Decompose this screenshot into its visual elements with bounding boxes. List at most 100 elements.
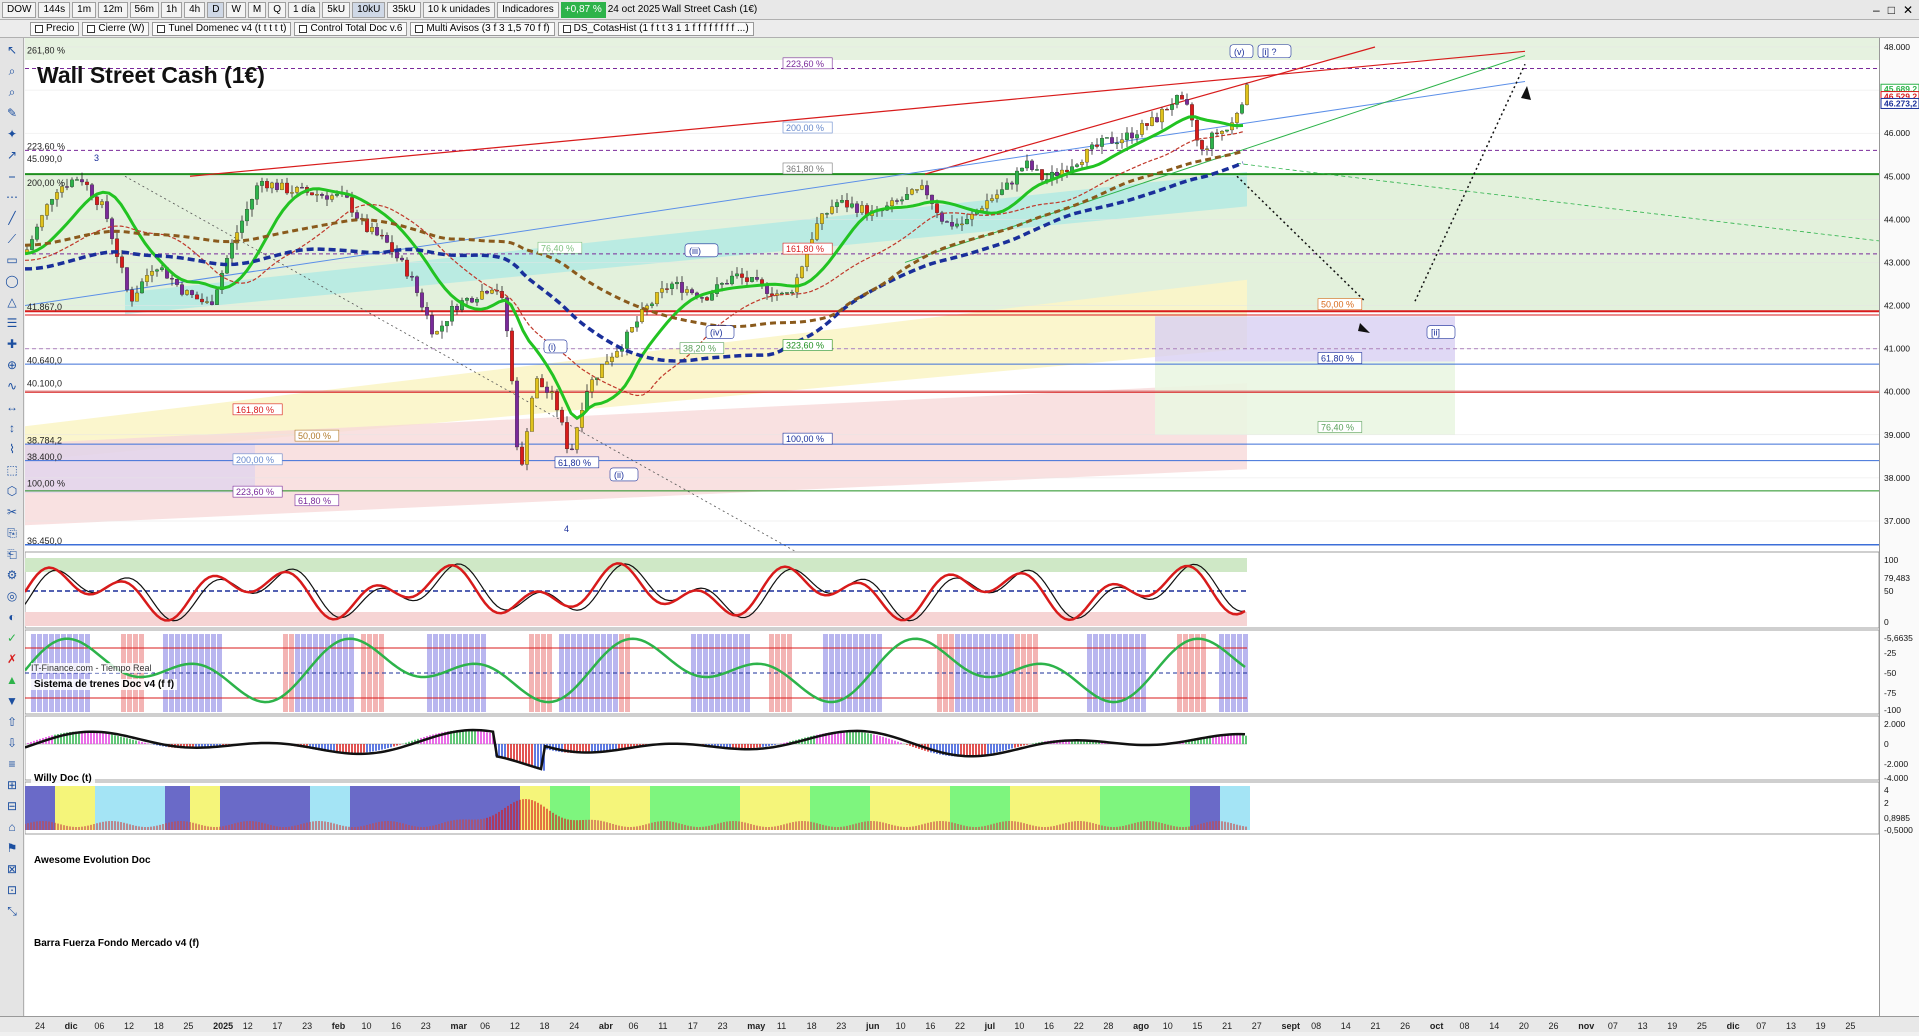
drawing-tool-icon[interactable]: △ [7,295,17,309]
candle-body [230,242,234,259]
time-axis[interactable]: 24 dic 06 12 18 25 2025 12 17 23 feb 10 16 23 mar 06 12 1… [0,1016,1919,1032]
drawing-tool-icon[interactable]: ⚙ [6,568,18,582]
minimize-icon[interactable]: – [1873,2,1880,17]
timeframe-W[interactable]: W [226,1,246,18]
drawing-tool-icon[interactable]: ◐ [8,610,16,624]
candle-body [1140,123,1144,135]
drawing-tool-icon[interactable]: ⬡ [6,484,18,498]
checkbox-icon[interactable] [299,24,308,33]
drawing-tool-icon[interactable]: ≡ [8,757,16,771]
candle-body [1155,117,1159,123]
close-icon[interactable]: ✕ [1902,2,1913,17]
chart-area[interactable]: 261,80 % 223,60 % 45.090,0 200,00 % 41.867,0… [23,38,1880,1016]
drawing-tool-icon[interactable]: ◯ [5,274,19,288]
timeframe-M[interactable]: M [247,1,267,18]
drawing-tool-icon[interactable]: ☰ [6,316,18,330]
price-tag-box [1880,97,1919,109]
trend-line [24,80,1526,307]
volume-5kU[interactable]: 5kU [322,1,351,18]
drawing-tool-icon[interactable]: ⊞ [6,778,18,792]
timeframe-D[interactable]: D [207,1,225,18]
willy-bar [343,634,348,712]
indicators-button[interactable]: Indicadores [497,1,559,18]
drawing-tool-icon[interactable]: ⌕ [8,85,16,99]
candle-body [245,209,249,222]
drawing-tool-icon[interactable]: ⎯ [8,169,15,183]
drawing-tool-icon[interactable]: ⟋ [7,232,17,246]
candle-body [445,321,449,327]
drawing-tool-icon[interactable]: ✦ [6,127,18,141]
price-axis[interactable]: 48.00047.00046.00045.00044.00043.00042.0… [1879,38,1919,1016]
drawing-tool-icon[interactable]: ✂ [6,505,18,519]
drawing-tool-icon[interactable]: ⎘ [7,526,17,540]
drawing-tool-icon[interactable]: ↗ [6,148,18,162]
drawing-tool-icon[interactable]: ✓ [6,631,18,645]
x-tick-label: 14 [1489,1021,1499,1031]
indicator-chip[interactable]: Multi Avisos (3 f 3 1,5 70 f f) [410,21,555,36]
drawing-tool-icon[interactable]: ⇩ [6,736,18,750]
candle-body [355,212,359,219]
drawing-tool-icon[interactable]: ⤡ [7,904,17,918]
checkbox-icon[interactable] [35,24,43,33]
drawing-tool-icon[interactable]: ⊠ [6,862,18,876]
timeframe-Q[interactable]: Q [268,1,287,18]
drawing-tool-icon[interactable]: ✎ [6,106,18,120]
timeframe-1m[interactable]: 1m [72,1,97,18]
drawing-tool-icon[interactable]: ↔ [6,400,18,414]
drawing-tool-icon[interactable]: ▭ [6,253,18,267]
drawing-tool-icon[interactable]: ⊡ [6,883,18,897]
drawing-tool-icon[interactable]: ⎗ [7,547,17,561]
candle-body [710,293,714,301]
drawing-tool-icon[interactable]: ↕ [9,421,15,435]
drawing-tool-icon[interactable]: ⊟ [6,799,18,813]
drawing-tool-icon[interactable]: ⇧ [6,715,18,729]
maximize-icon[interactable]: □ [1887,2,1895,17]
candle-body [1175,95,1179,105]
drawing-tool-icon[interactable]: ⌇ [9,442,15,456]
candle-body [85,181,89,185]
interval-selector[interactable]: 1 día [288,1,321,18]
indicator-chip[interactable]: Precio [30,21,80,36]
indicator-chip[interactable]: DS_CotasHist (1 f t t 3 1 1 f f f f f f … [557,21,754,36]
drawing-tool-icon[interactable]: ▼ [6,694,18,708]
indicator-chip[interactable]: Control Total Doc v.6 [294,21,408,36]
drawing-tool-icon[interactable]: ∿ [6,379,18,393]
timeframe-group: 144s 1m 12m 56m 1h 4h D W M Q [38,1,287,18]
checkbox-icon[interactable] [87,24,96,33]
checkbox-icon[interactable] [157,24,166,33]
checkbox-icon[interactable] [415,24,424,33]
drawing-tool-icon[interactable]: ↖ [6,43,18,57]
units-selector[interactable]: 10 k unidades [422,1,496,18]
volume-10kU[interactable]: 10kU [352,1,386,18]
timeframe-4h[interactable]: 4h [184,1,206,18]
drawing-tool-icon[interactable]: ⋯ [6,190,18,204]
drawing-tool-icon[interactable]: ⊕ [6,358,18,372]
candle-body [65,186,69,188]
candle-body [105,201,109,219]
fast-ma-line [24,115,1244,421]
drawing-tool-icon[interactable]: ╱ [8,211,16,225]
drawing-tool-icon[interactable]: ⬚ [6,463,18,477]
candle-body [925,185,929,196]
chart-canvas[interactable]: 261,80 % 223,60 % 45.090,0 200,00 % 41.867,0… [23,38,1880,1016]
candle-body [50,199,54,205]
timeframe-144s[interactable]: 144s [38,1,71,18]
candle-body [250,199,254,210]
timeframe-1h[interactable]: 1h [160,1,183,18]
volume-35kU[interactable]: 35kU [387,1,421,18]
checkbox-icon[interactable] [562,24,571,33]
indicator-chip[interactable]: Cierre (W) [82,21,150,36]
indicator-chip[interactable]: Tunel Domenec v4 (t t t t t) [152,21,292,36]
drawing-tool-icon[interactable]: ✗ [6,652,18,666]
x-tick-label: 17 [688,1021,698,1031]
drawing-tool-icon[interactable]: ⌂ [8,820,16,834]
drawing-tool-icon[interactable]: ▲ [6,673,18,687]
symbol-selector[interactable]: DOW [2,1,37,18]
drawing-tool-icon[interactable]: ✚ [6,337,18,351]
drawing-tool-icon[interactable]: ⌕ [8,64,16,78]
timeframe-12m[interactable]: 12m [98,1,128,18]
drawing-tool-icon[interactable]: ◎ [6,589,18,603]
candle-body [1180,95,1184,100]
drawing-tool-icon[interactable]: ⚑ [6,841,18,855]
timeframe-56m[interactable]: 56m [129,1,159,18]
